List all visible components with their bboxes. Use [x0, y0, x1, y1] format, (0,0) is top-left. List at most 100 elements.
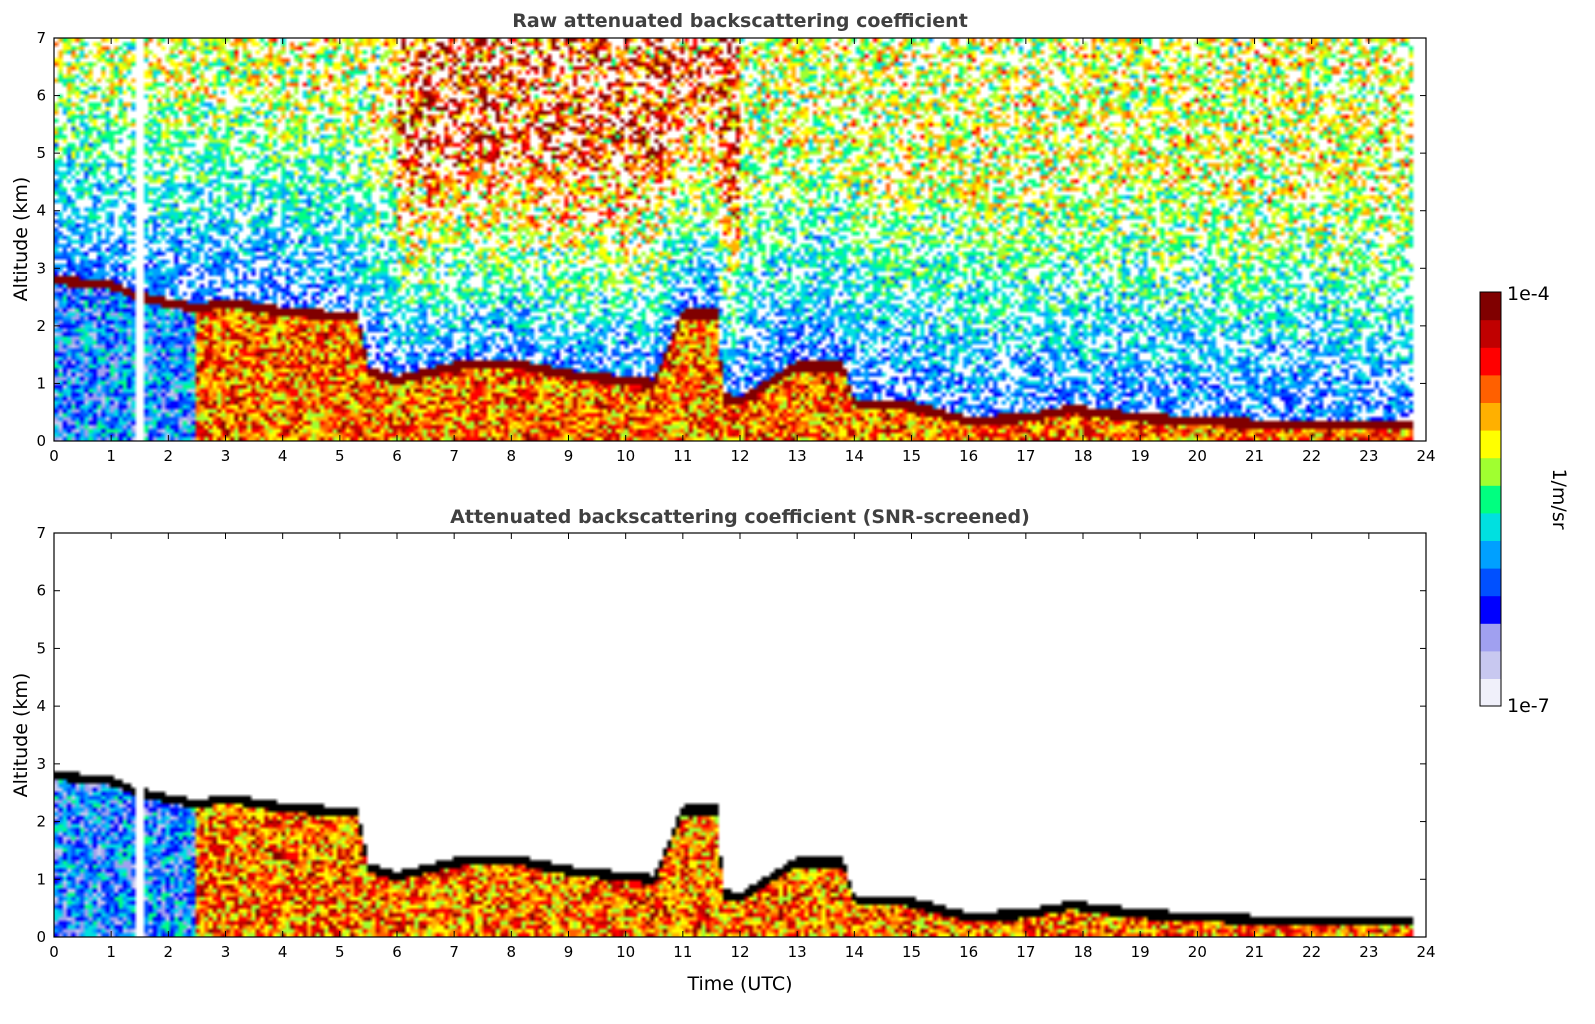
x-tick-label: 20 [1188, 943, 1207, 961]
x-tick-label: 11 [673, 943, 692, 961]
x-tick-label: 7 [449, 447, 459, 465]
heatmap-image [54, 38, 1426, 441]
x-tick-label: 22 [1302, 447, 1321, 465]
colorbar-step [1480, 512, 1501, 541]
plot-frame [53, 532, 1427, 938]
y-tick-label: 5 [36, 639, 46, 657]
x-tick-label: 21 [1245, 447, 1264, 465]
x-tick-label: 10 [616, 943, 635, 961]
colorbar-step [1480, 292, 1501, 321]
colorbar-gradient [1480, 292, 1501, 707]
x-tick-label: 9 [564, 943, 574, 961]
x-tick-label: 7 [449, 943, 459, 961]
colorbar-step [1480, 650, 1501, 679]
chart-title: Raw attenuated backscattering coefficien… [512, 10, 968, 32]
x-tick-label: 15 [902, 943, 921, 961]
colorbar-step [1480, 457, 1501, 486]
x-tick-label: 6 [392, 943, 402, 961]
x-tick-label: 16 [959, 943, 978, 961]
x-tick-label: 13 [788, 447, 807, 465]
x-tick-label: 1 [106, 447, 116, 465]
colorbar-step [1480, 374, 1501, 403]
y-tick-label: 6 [36, 582, 46, 600]
plot-frame [53, 37, 1427, 442]
y-tick-label: 0 [36, 432, 46, 450]
colorbar-step [1480, 678, 1501, 707]
axis-ticks: 0 1 2 3 4 5 6 7 8 9 10 11 12 13 14 15 16 17 18 19 20 21 22 23 24… [36, 29, 1435, 465]
x-tick-label: 14 [845, 943, 864, 961]
x-tick-label: 5 [335, 943, 345, 961]
y-tick-label: 5 [36, 144, 46, 162]
y-tick-label: 4 [36, 202, 46, 220]
x-tick-label: 22 [1302, 943, 1321, 961]
x-axis-label: Time (UTC) [686, 973, 792, 995]
x-tick-label: 5 [335, 447, 345, 465]
x-tick-label: 0 [49, 943, 59, 961]
chart-title: Attenuated backscattering coefficient (S… [450, 506, 1030, 528]
colorbar-step [1480, 623, 1501, 652]
colorbar-frame [1479, 291, 1502, 707]
raw-backscatter-panel: Raw attenuated backscattering coefficien… [10, 10, 1436, 465]
x-tick-label: 21 [1245, 943, 1264, 961]
colorbar-step [1480, 485, 1501, 514]
colorbar-max-label: 1e-4 [1507, 283, 1550, 305]
x-tick-label: 12 [730, 447, 749, 465]
snr-screened-panel: Attenuated backscattering coefficient (S… [10, 506, 1436, 995]
x-tick-label: 2 [164, 943, 174, 961]
x-tick-label: 14 [845, 447, 864, 465]
x-tick-label: 24 [1416, 943, 1435, 961]
x-tick-label: 17 [1016, 447, 1035, 465]
x-tick-label: 8 [507, 943, 517, 961]
y-tick-label: 2 [36, 317, 46, 335]
x-tick-label: 18 [1073, 447, 1092, 465]
y-tick-label: 3 [36, 259, 46, 277]
x-tick-label: 23 [1359, 447, 1378, 465]
x-tick-label: 8 [507, 447, 517, 465]
x-tick-label: 24 [1416, 447, 1435, 465]
x-tick-label: 0 [49, 447, 59, 465]
y-tick-label: 3 [36, 755, 46, 773]
x-tick-label: 15 [902, 447, 921, 465]
x-tick-label: 16 [959, 447, 978, 465]
colorbar-step [1480, 347, 1501, 376]
colorbar: 1e-4 1e-7 1/m/sr [1479, 283, 1570, 717]
y-tick-label: 7 [36, 524, 46, 542]
colorbar-min-label: 1e-7 [1507, 695, 1550, 717]
y-tick-label: 1 [36, 870, 46, 888]
x-tick-label: 4 [278, 447, 288, 465]
colorbar-step [1480, 430, 1501, 459]
colorbar-step [1480, 595, 1501, 624]
x-tick-label: 4 [278, 943, 288, 961]
heatmap-raster [54, 38, 1426, 441]
x-tick-label: 12 [730, 943, 749, 961]
x-tick-label: 10 [616, 447, 635, 465]
heatmap-image [54, 533, 1426, 937]
x-tick-label: 13 [788, 943, 807, 961]
x-tick-label: 1 [106, 943, 116, 961]
x-tick-label: 23 [1359, 943, 1378, 961]
colorbar-step [1480, 540, 1501, 569]
x-tick-label: 9 [564, 447, 574, 465]
y-tick-label: 2 [36, 813, 46, 831]
x-tick-label: 19 [1131, 447, 1150, 465]
x-tick-label: 17 [1016, 943, 1035, 961]
y-tick-label: 1 [36, 374, 46, 392]
y-tick-label: 4 [36, 697, 46, 715]
y-axis-label: Altitude (km) [10, 673, 32, 798]
colorbar-unit-label: 1/m/sr [1548, 468, 1570, 529]
x-tick-label: 20 [1188, 447, 1207, 465]
x-tick-label: 18 [1073, 943, 1092, 961]
x-tick-label: 19 [1131, 943, 1150, 961]
colorbar-step [1480, 568, 1501, 597]
colorbar-step [1480, 402, 1501, 431]
x-tick-label: 2 [164, 447, 174, 465]
x-tick-label: 6 [392, 447, 402, 465]
y-tick-label: 6 [36, 87, 46, 105]
colorbar-step [1480, 319, 1501, 348]
y-tick-label: 0 [36, 928, 46, 946]
y-tick-label: 7 [36, 29, 46, 47]
y-axis-label: Altitude (km) [10, 177, 32, 302]
x-tick-label: 3 [221, 447, 231, 465]
x-tick-label: 11 [673, 447, 692, 465]
